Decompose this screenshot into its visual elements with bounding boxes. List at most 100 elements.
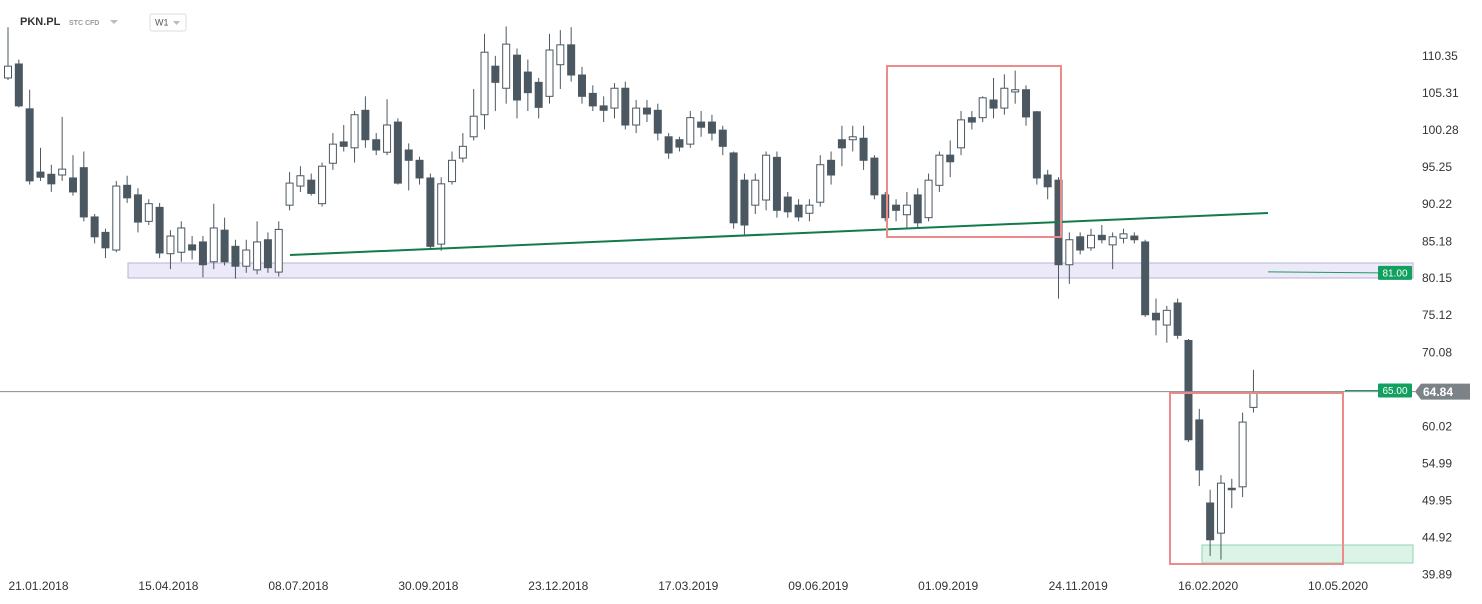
candle-body bbox=[1227, 487, 1236, 491]
candle-body bbox=[902, 204, 911, 216]
candle-body bbox=[718, 129, 727, 147]
candle-body bbox=[1206, 502, 1215, 541]
y-tick-label: 80.15 bbox=[1422, 271, 1452, 285]
candle-body bbox=[740, 179, 749, 226]
candle-body bbox=[155, 206, 164, 254]
candle-body bbox=[209, 227, 218, 263]
candle-body bbox=[556, 44, 565, 66]
candle-body bbox=[285, 182, 294, 206]
x-tick-label: 30.09.2018 bbox=[398, 579, 458, 593]
candle-body bbox=[166, 235, 175, 255]
candle-body bbox=[480, 51, 489, 116]
level-line bbox=[1267, 271, 1379, 274]
y-tick-label: 44.92 bbox=[1422, 530, 1452, 544]
candle-body bbox=[1249, 392, 1258, 408]
candle-body bbox=[816, 164, 825, 203]
candle-body bbox=[870, 157, 879, 196]
candle-body bbox=[610, 87, 619, 109]
candle-body bbox=[783, 196, 792, 213]
candle-body bbox=[697, 121, 706, 128]
x-tick-label: 01.09.2019 bbox=[918, 579, 978, 593]
candle-body bbox=[242, 249, 251, 267]
x-tick-label: 17.03.2019 bbox=[658, 579, 718, 593]
candle-body bbox=[675, 139, 684, 148]
candle-body bbox=[231, 245, 240, 267]
candle-body bbox=[859, 137, 868, 161]
candle-body bbox=[653, 109, 662, 134]
timeframe: W1 bbox=[155, 17, 169, 27]
y-tick-label: 90.22 bbox=[1422, 197, 1452, 211]
candle-body bbox=[924, 179, 933, 219]
candle-body bbox=[599, 105, 608, 111]
y-tick-label: 95.25 bbox=[1422, 160, 1452, 174]
candle-body bbox=[762, 154, 771, 201]
timeframe-button[interactable] bbox=[149, 13, 187, 32]
candle-body bbox=[686, 117, 695, 145]
dropdown-arrow[interactable] bbox=[110, 20, 118, 24]
candle-body bbox=[1087, 234, 1095, 249]
dropdown-arrow[interactable] bbox=[173, 21, 180, 25]
candle-body bbox=[469, 115, 478, 138]
candle-body bbox=[794, 204, 803, 218]
instrument-type: STC CFD bbox=[69, 20, 99, 27]
candle-body bbox=[892, 204, 901, 211]
candle-body bbox=[415, 159, 424, 179]
y-tick-label: 70.08 bbox=[1422, 345, 1452, 359]
candle-body bbox=[1130, 235, 1139, 241]
candle-body bbox=[1184, 339, 1193, 441]
candle-body bbox=[1151, 312, 1160, 321]
x-tick-label: 09.06.2019 bbox=[788, 579, 848, 593]
candle-body bbox=[989, 99, 998, 109]
candle-body bbox=[621, 87, 630, 126]
candle-body bbox=[101, 231, 110, 249]
candle-body bbox=[144, 203, 153, 222]
level-tag bbox=[1378, 383, 1412, 398]
y-tick-label: 105.31 bbox=[1422, 86, 1459, 100]
candle-body bbox=[263, 239, 272, 269]
candle-body bbox=[1011, 89, 1020, 93]
candle-body bbox=[1043, 174, 1052, 188]
candle-body bbox=[361, 109, 370, 141]
level-label: 81.00 bbox=[1382, 268, 1407, 279]
candle-body bbox=[1065, 239, 1074, 266]
candle-body bbox=[133, 194, 142, 223]
candle-body bbox=[404, 149, 413, 161]
candle-body bbox=[805, 204, 814, 214]
candle-body bbox=[502, 43, 511, 89]
candle-body bbox=[458, 145, 467, 159]
candle-body bbox=[90, 216, 99, 238]
y-tick-label: 85.18 bbox=[1422, 234, 1452, 248]
y-tick-label: 110.35 bbox=[1422, 49, 1458, 63]
x-tick-label: 24.11.2019 bbox=[1049, 579, 1108, 593]
y-tick-label: 75.12 bbox=[1422, 308, 1452, 322]
candle-body bbox=[112, 185, 121, 251]
candle-body bbox=[967, 117, 976, 123]
candle-body bbox=[328, 143, 337, 164]
candle-body bbox=[642, 107, 651, 115]
candle-body bbox=[1162, 309, 1171, 326]
y-tick-label: 49.95 bbox=[1422, 493, 1452, 507]
candle-body bbox=[393, 121, 402, 184]
candle-body bbox=[177, 227, 186, 253]
level-label: 65.00 bbox=[1382, 386, 1407, 397]
candle-body bbox=[848, 136, 857, 141]
candle-body bbox=[935, 154, 944, 186]
candle-body bbox=[1119, 233, 1128, 239]
candle-body bbox=[318, 165, 327, 205]
x-tick-label: 15.04.2018 bbox=[138, 579, 198, 593]
candle-body bbox=[1097, 234, 1106, 241]
candle-body bbox=[188, 244, 197, 251]
trend-line bbox=[289, 212, 1269, 256]
candle-body bbox=[588, 92, 597, 107]
candle-body bbox=[339, 141, 348, 147]
candle-body bbox=[707, 121, 716, 134]
candle-body bbox=[1173, 302, 1182, 336]
x-tick-label: 08.07.2018 bbox=[268, 579, 328, 593]
candle-body bbox=[372, 139, 381, 151]
candle-body bbox=[220, 229, 229, 263]
y-tick-label: 60.02 bbox=[1422, 419, 1452, 433]
candle-body bbox=[1195, 419, 1204, 471]
candle-body bbox=[534, 81, 543, 108]
candle-body bbox=[664, 136, 673, 154]
